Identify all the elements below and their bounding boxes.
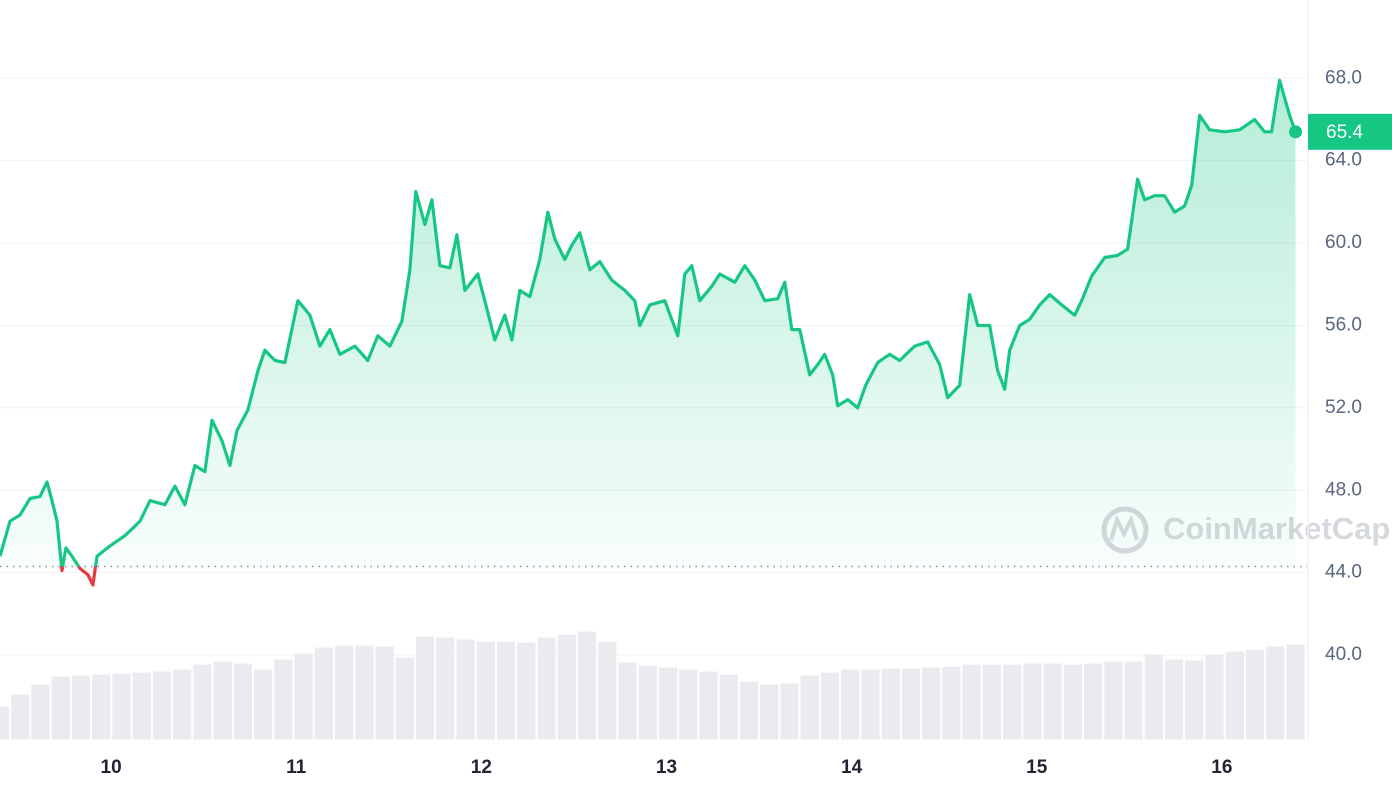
volume-bar <box>739 681 759 740</box>
plot <box>0 78 1307 587</box>
watermark: CoinMarketCap <box>1101 506 1390 554</box>
volume-bar <box>152 671 172 740</box>
volume-bar <box>274 659 293 740</box>
volume-bar <box>1266 646 1285 740</box>
volume-bar <box>1205 654 1224 740</box>
volume-bar <box>132 672 151 740</box>
watermark-logo-mark <box>1109 514 1139 541</box>
volume-bar <box>800 675 819 740</box>
volume-bar <box>1104 661 1123 740</box>
x-tick-label: 10 <box>101 757 122 778</box>
volume-bar <box>901 668 921 740</box>
x-tick-label: 14 <box>841 757 863 778</box>
volume-bar <box>1245 649 1265 740</box>
volume-bar <box>962 664 981 740</box>
x-tick-label: 16 <box>1211 757 1232 778</box>
volume-bar <box>456 639 475 740</box>
volume-bar <box>760 684 779 740</box>
volume-bar <box>841 669 860 740</box>
volume-bar <box>699 671 718 740</box>
volume-bar <box>31 684 50 740</box>
volume-bar <box>618 662 637 740</box>
volume-bar <box>557 634 576 740</box>
x-tick-label: 13 <box>656 757 677 778</box>
volume-bar <box>1083 663 1103 740</box>
y-tick-label: 64.0 <box>1325 150 1362 171</box>
volume-bar <box>476 641 495 740</box>
x-tick-label: 12 <box>471 757 492 778</box>
volume-bar <box>233 663 253 740</box>
volume-bar <box>355 645 374 740</box>
volume-bar <box>638 665 657 740</box>
volume-bar <box>942 666 961 740</box>
volume-bar <box>173 669 192 740</box>
volume-bar <box>0 706 10 740</box>
volume-bar <box>679 669 698 740</box>
last-point <box>1289 125 1303 139</box>
volume-bar <box>1023 663 1042 740</box>
volume-bar <box>1003 664 1022 740</box>
volume-bar <box>415 636 435 740</box>
volume-bar <box>598 641 617 740</box>
axes: 40.0 44.0 48.0 52.0 56.0 60.0 64.0 68.0 10 11 12 13… <box>101 0 1392 778</box>
volume-bar <box>335 645 354 740</box>
y-tick-label: 40.0 <box>1325 644 1362 665</box>
volume-bar <box>1286 644 1305 740</box>
volume-bar <box>922 667 941 740</box>
volume-bar <box>1164 659 1184 740</box>
volume-bar <box>1185 660 1204 740</box>
volume-bar <box>11 694 30 740</box>
volume-bars <box>0 631 1305 740</box>
x-tick-label: 11 <box>286 757 307 778</box>
volume-bar <box>658 667 678 740</box>
volume-bar <box>496 641 516 740</box>
volume-bar <box>517 642 536 740</box>
volume-bar <box>193 664 212 740</box>
volume-bar <box>1144 654 1163 740</box>
y-tick-label: 44.0 <box>1325 562 1362 583</box>
price-tag <box>1308 113 1392 150</box>
volume-bar <box>861 669 880 740</box>
volume-bar <box>1063 664 1082 740</box>
price-tag-label: 65.4 <box>1326 122 1363 143</box>
volume-bar <box>719 674 738 740</box>
watermark-text: CoinMarketCap <box>1163 511 1390 546</box>
volume-bar <box>881 668 900 740</box>
volume-bar <box>537 637 556 740</box>
volume-bar <box>294 653 313 740</box>
volume-bar <box>1043 663 1062 740</box>
volume-bar <box>213 661 232 740</box>
volume-bar <box>92 674 111 740</box>
y-tick-label: 48.0 <box>1325 479 1362 500</box>
volume-bar <box>577 631 597 740</box>
watermark-logo <box>1101 506 1149 554</box>
y-tick-label: 52.0 <box>1325 397 1362 418</box>
price-line <box>0 78 1298 587</box>
volume-bar <box>395 657 414 740</box>
volume-bar <box>436 637 455 740</box>
x-tick-label: 15 <box>1026 757 1048 778</box>
volume-bar <box>51 676 70 740</box>
y-tick-label: 68.0 <box>1325 67 1362 88</box>
volume-bar <box>982 664 1002 740</box>
volume-bar <box>375 646 394 740</box>
volume-bar <box>1124 661 1143 740</box>
volume-bar <box>780 683 799 740</box>
y-tick-label: 60.0 <box>1325 232 1362 253</box>
volume-bar <box>112 673 131 740</box>
price-area <box>0 80 1296 586</box>
volume-bar <box>1225 651 1244 740</box>
volume-bar <box>820 672 840 740</box>
y-tick-label: 56.0 <box>1325 314 1362 335</box>
volume-bar <box>314 647 334 740</box>
volume-bar <box>254 669 273 740</box>
volume-bar <box>71 675 91 740</box>
